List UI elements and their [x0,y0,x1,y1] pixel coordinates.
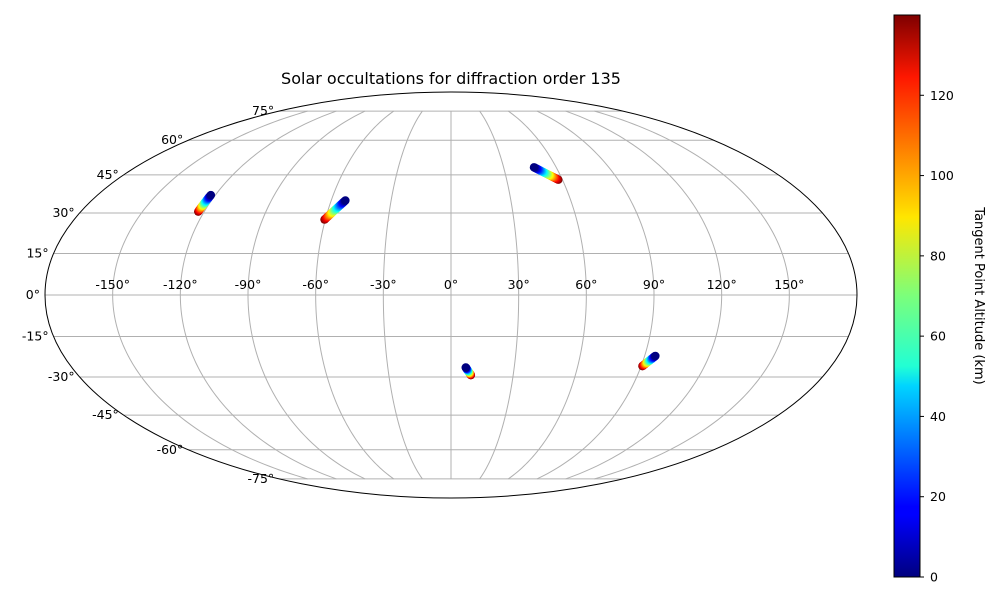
graticule [45,110,857,480]
latitude-tick-labels: 75° 60° 45° 30° 15° 0° -15° -30° -45° -60° -75° [22,103,274,486]
latitude-tick-label: -45° [92,407,119,422]
chart-title: Solar occultations for diffraction order… [281,69,621,88]
latitude-tick-label: -15° [22,329,49,344]
occultation-tracks [194,163,660,380]
occultation-track [320,196,350,224]
longitude-tick-label: -90° [235,277,262,292]
data-point [206,190,216,200]
latitude-tick-label: 45° [97,167,119,182]
colorbar-tick-label: 0 [930,570,938,585]
colorbar-tick-label: 120 [930,88,954,103]
data-point [529,163,539,172]
latitude-tick-label: -60° [157,442,184,457]
longitude-tick-label: -150° [95,277,130,292]
occultation-track [461,363,476,380]
colorbar [893,14,921,578]
longitude-tick-label: 120° [707,277,737,292]
latitude-tick-label: 30° [52,205,74,220]
map-outline [44,91,858,499]
latitude-tick-label: 75° [252,103,274,118]
occultation-track [529,163,563,184]
colorbar-ticks: 0 20 40 60 80 100 120 [920,88,954,585]
longitude-tick-labels: -150° -120° -90° -60° -30° 0° 30° 60° 90° 120° 150… [95,277,804,292]
data-point [651,351,660,361]
longitude-tick-label: 60° [575,277,597,292]
latitude-tick-label: -30° [48,369,75,384]
longitude-tick-label: 0° [444,277,458,292]
longitude-tick-label: 150° [774,277,804,292]
colorbar-tick-label: 40 [930,409,946,424]
colorbar-tick-label: 20 [930,489,946,504]
latitude-tick-label: 15° [26,245,48,260]
longitude-tick-label: 30° [508,277,530,292]
occultation-track [638,351,660,371]
latitude-tick-label: 0° [26,287,40,302]
colorbar-tick-label: 80 [930,248,946,263]
longitude-tick-label: -60° [302,277,329,292]
colorbar-tick-label: 100 [930,168,954,183]
colorbar-label: Tangent Point Altitude (km) [971,206,986,384]
longitude-tick-label: -30° [370,277,397,292]
latitude-tick-label: 60° [161,132,183,147]
longitude-tick-label: 90° [643,277,665,292]
longitude-tick-label: -120° [163,277,198,292]
latitude-tick-label: -75° [248,471,275,486]
data-point [341,196,350,205]
data-point [461,363,470,372]
occultation-track [194,190,216,216]
colorbar-tick-label: 60 [930,329,946,344]
